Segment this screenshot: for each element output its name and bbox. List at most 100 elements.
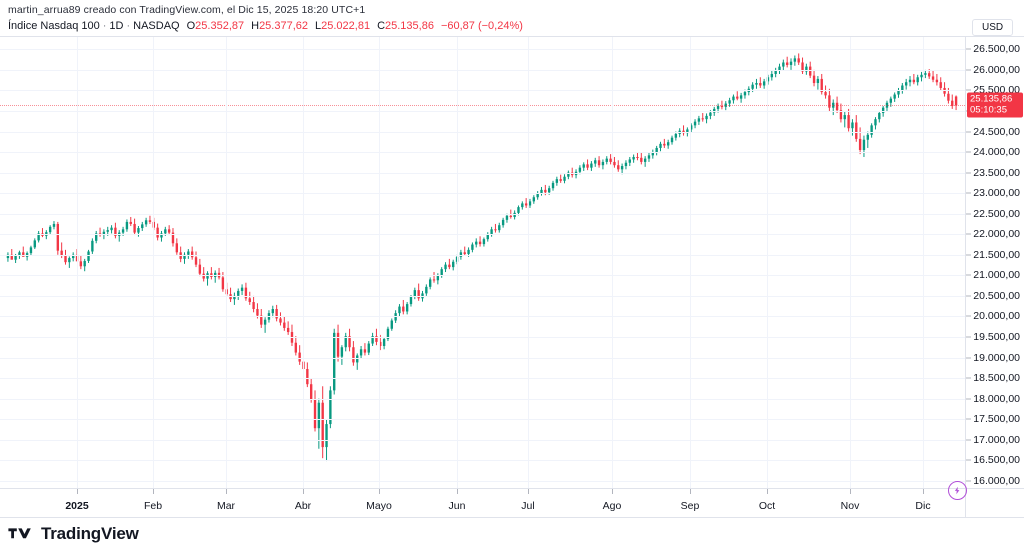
candle-body-up: [881, 107, 885, 114]
candle-body-up: [490, 229, 493, 235]
candle-body-up: [340, 347, 344, 357]
candle-body-down: [759, 83, 762, 86]
candle-body-down: [912, 79, 916, 83]
current-price-badge[interactable]: 25.135,86 05:10:35: [967, 92, 1023, 118]
price-axis[interactable]: USD 26.500,0026.000,0025.500,0025.000,00…: [966, 19, 1024, 488]
candle-body-up: [344, 336, 347, 348]
price-tick-dash: [966, 69, 971, 71]
candle-body-up: [889, 98, 893, 103]
chart-legend[interactable]: Índice Nasdaq 100 · 1D · NASDAQ O25.352,…: [8, 20, 523, 32]
candle-body-up: [862, 139, 866, 150]
candle-body-up: [532, 197, 536, 202]
candle-body-up: [390, 320, 393, 329]
price-tick-dash: [966, 274, 971, 276]
candle-body-down: [586, 164, 589, 168]
candle-body-up: [48, 226, 52, 233]
candle-body-up: [521, 203, 524, 208]
candle-wick: [702, 113, 704, 122]
candle-body-down: [935, 79, 939, 83]
candle-body-up: [901, 85, 904, 91]
price-tick-dash: [966, 315, 971, 317]
candle-body-down: [148, 220, 152, 222]
candle-body-down: [279, 318, 282, 323]
candle-body-up: [774, 70, 777, 74]
candle-wick: [683, 125, 685, 136]
candle-body-down: [809, 66, 812, 76]
legend-interval[interactable]: 1D: [109, 20, 124, 32]
time-axis[interactable]: 2025 Feb Mar Abr Mayo Jun Jul Ago Sep Oct Nov Dic: [0, 488, 966, 518]
candle-body-up: [528, 201, 532, 206]
gridline-vertical: [303, 37, 304, 488]
candle-body-up: [743, 92, 747, 96]
gridline-horizontal: [0, 110, 965, 112]
legend-open-value: 25.352,87: [195, 20, 245, 32]
candle-wick: [663, 138, 665, 148]
candle-wick: [433, 272, 435, 283]
candle-body-down: [156, 227, 159, 238]
candle-body-up: [471, 244, 474, 250]
candle-body-down: [336, 332, 340, 357]
candle-body-up: [728, 100, 731, 104]
candle-body-down: [939, 82, 942, 88]
candle-body-up: [793, 58, 797, 62]
candle-body-up: [582, 164, 585, 168]
candle-body-down: [524, 203, 528, 206]
candle-body-up: [144, 220, 148, 225]
gridline-horizontal: [0, 49, 965, 51]
gridline-vertical: [528, 37, 529, 488]
price-tick-label: 19.000,00: [973, 351, 1020, 364]
candle-body-up: [382, 339, 386, 347]
candle-body-up: [551, 182, 555, 189]
candle-body-up: [240, 287, 244, 291]
candle-wick: [464, 246, 466, 256]
price-tick-label: 22.000,00: [973, 228, 1020, 241]
candle-body-down: [252, 302, 255, 310]
currency-badge[interactable]: USD: [972, 19, 1014, 36]
price-tick-label: 17.500,00: [973, 413, 1020, 426]
candle-wick: [721, 100, 723, 110]
candle-body-up: [832, 102, 835, 108]
candle-body-down: [402, 306, 405, 312]
legend-symbol[interactable]: Índice Nasdaq 100: [8, 20, 100, 32]
candle-wick: [264, 317, 266, 333]
legend-exchange: NASDAQ: [133, 20, 180, 32]
candle-body-down: [720, 106, 724, 108]
candle-body-down: [663, 143, 666, 146]
candle-body-down: [60, 250, 63, 256]
candle-body-up: [547, 188, 551, 193]
candle-wick: [560, 174, 562, 183]
price-tick-dash: [966, 418, 971, 420]
chart-pane[interactable]: [0, 36, 966, 488]
gridline-horizontal: [0, 213, 965, 215]
candle-body-down: [79, 261, 83, 267]
candle-body-down: [298, 352, 301, 362]
lightning-bolt-icon[interactable]: [948, 481, 967, 500]
gridline-horizontal: [0, 460, 965, 462]
price-tick-label: 16.500,00: [973, 454, 1020, 467]
candle-body-up: [214, 272, 217, 277]
candle-body-down: [22, 252, 25, 257]
candle-body-down: [432, 279, 436, 281]
candle-body-down: [847, 115, 850, 129]
price-tick-label: 24.000,00: [973, 146, 1020, 159]
candle-body-up: [121, 229, 125, 233]
candle-body-down: [571, 172, 574, 176]
gridline-horizontal: [0, 316, 965, 318]
candle-body-up: [83, 260, 86, 267]
candle-body-up: [29, 247, 33, 254]
candle-body-down: [363, 349, 367, 353]
candle-body-down: [801, 62, 804, 72]
price-tick-dash: [966, 151, 971, 153]
time-tick-dash: [303, 489, 304, 494]
candle-body-up: [263, 319, 267, 325]
gridline-horizontal: [0, 193, 965, 195]
candle-wick: [786, 56, 788, 68]
candle-body-down: [947, 93, 950, 101]
candle-body-up: [498, 225, 501, 231]
candle-body-up: [924, 73, 927, 75]
candle-body-up: [367, 343, 370, 353]
time-tick-dash: [457, 489, 458, 494]
candle-body-up: [160, 233, 163, 238]
candle-wick: [130, 216, 132, 227]
